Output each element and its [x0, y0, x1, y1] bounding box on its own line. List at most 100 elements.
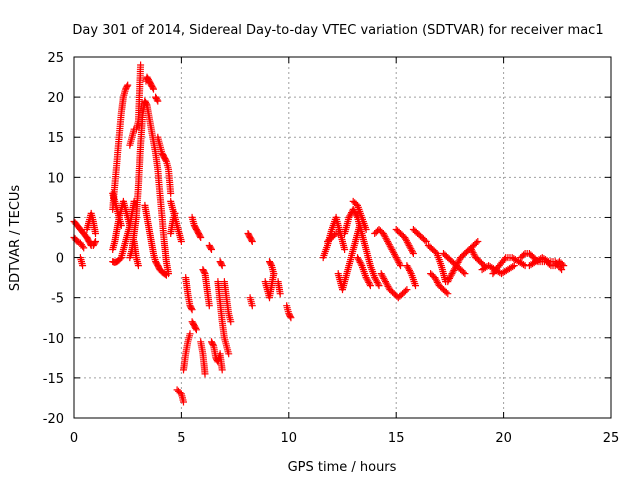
data-point: [142, 100, 150, 108]
data-point: [394, 257, 402, 265]
data-point: [270, 270, 278, 278]
data-point: [134, 262, 142, 270]
data-point: [379, 230, 387, 237]
data-point: [167, 189, 175, 197]
data-point: [227, 318, 235, 326]
data-point: [171, 209, 179, 217]
data-point: [451, 265, 459, 273]
data-point: [186, 330, 194, 338]
data-point: [391, 250, 398, 258]
x-tick-label: 15: [388, 431, 405, 446]
data-point: [378, 271, 386, 279]
data-point: [355, 257, 363, 265]
data-point: [454, 258, 462, 266]
data-point: [137, 61, 145, 69]
data-point: [201, 370, 209, 378]
data-point: [412, 282, 419, 290]
data-point: [197, 234, 205, 241]
data-point: [405, 242, 413, 249]
data-point: [556, 264, 564, 272]
data-point: [461, 270, 469, 278]
data-point: [455, 257, 463, 265]
data-point: [123, 82, 131, 90]
y-tick-label: 20: [47, 91, 64, 106]
data-point: [385, 241, 393, 249]
data-point: [388, 246, 396, 253]
data-point: [153, 96, 161, 104]
data-point: [341, 246, 349, 253]
data-point: [352, 210, 360, 218]
data-point: [520, 261, 527, 269]
y-tick-label: -10: [43, 332, 64, 347]
data-point: [405, 265, 413, 273]
data-point: [357, 260, 365, 268]
data-point: [362, 226, 370, 233]
data-point: [383, 281, 391, 289]
data-point: [382, 279, 390, 287]
y-tick-label: 5: [56, 211, 64, 226]
x-axis-label: GPS time / hours: [288, 460, 397, 475]
data-point: [286, 312, 294, 320]
data-point: [409, 248, 416, 256]
data-point: [442, 288, 450, 296]
data-point: [402, 235, 410, 243]
data-point: [543, 257, 551, 265]
data-point: [373, 278, 381, 286]
data-point: [446, 273, 454, 281]
data-marks: [70, 61, 568, 406]
data-point: [354, 255, 362, 263]
data-point: [130, 197, 138, 205]
data-point: [449, 268, 457, 276]
data-point: [380, 231, 388, 239]
data-point: [431, 274, 439, 282]
data-point: [149, 84, 157, 92]
axis-ticks: 0 5 10 15 20 25 -20 -15 -10 -5 0 5 10 15 20 25: [43, 51, 620, 446]
y-tick-label: -5: [51, 292, 64, 307]
data-point: [396, 260, 404, 268]
data-point: [192, 324, 200, 332]
data-point: [379, 273, 387, 281]
data-point: [444, 278, 452, 286]
data-point: [393, 255, 401, 263]
x-tick-label: 20: [495, 431, 512, 446]
data-point: [91, 239, 99, 247]
data-point: [371, 274, 379, 282]
data-point: [446, 274, 453, 282]
data-point: [366, 282, 374, 290]
chart-title: Day 301 of 2014, Sidereal Day-to-day VTE…: [72, 23, 603, 38]
data-point: [558, 266, 566, 274]
data-point: [382, 234, 390, 242]
x-tick-label: 10: [281, 431, 298, 446]
data-point: [218, 262, 226, 270]
data-point: [386, 242, 394, 250]
data-point: [363, 275, 371, 283]
data-point: [520, 251, 528, 259]
data-point: [187, 304, 195, 312]
y-tick-label: -20: [43, 412, 64, 427]
data-point: [180, 398, 187, 406]
data-point: [377, 270, 385, 278]
y-tick-label: 0: [56, 252, 64, 267]
data-point: [80, 244, 88, 252]
data-point: [188, 306, 196, 314]
data-point: [92, 238, 99, 245]
data-point: [366, 280, 374, 288]
x-tick-label: 5: [177, 431, 185, 446]
data-point: [447, 271, 455, 279]
data-point: [287, 314, 295, 322]
data-point: [372, 275, 380, 283]
data-point: [248, 238, 256, 245]
data-point: [331, 231, 339, 239]
data-point: [177, 238, 185, 245]
data-point: [397, 262, 404, 270]
data-point: [445, 276, 453, 284]
data-point: [92, 230, 99, 237]
data-point: [470, 250, 478, 258]
data-point: [150, 85, 157, 93]
data-point: [116, 255, 124, 263]
data-point: [162, 156, 170, 164]
plot-frame: [73, 56, 612, 419]
data-point: [469, 249, 477, 257]
data-point: [218, 366, 226, 374]
